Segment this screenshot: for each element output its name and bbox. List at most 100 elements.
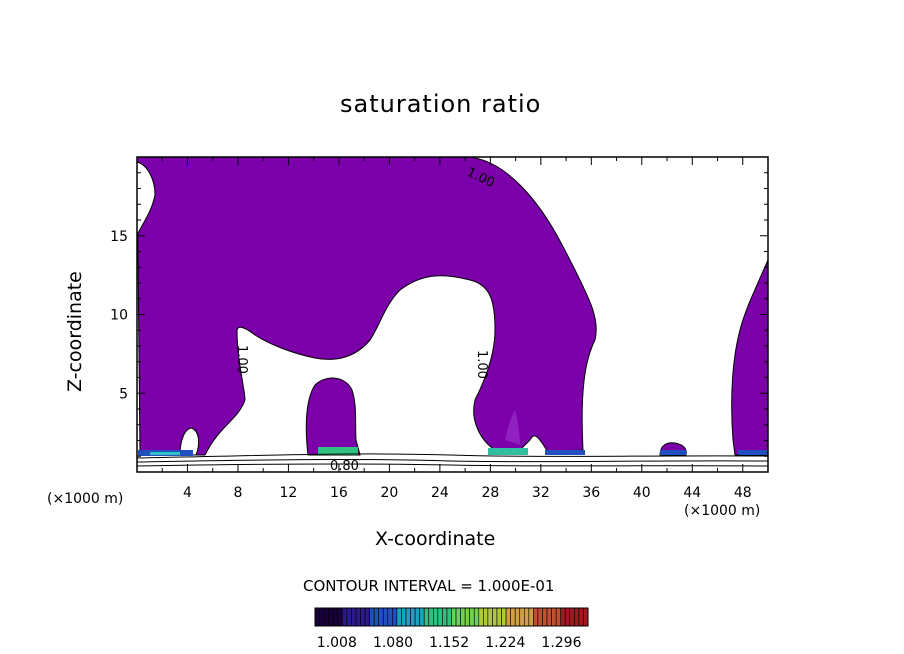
colorbar-cell: [323, 607, 329, 627]
colorbar-cell: [528, 607, 534, 627]
colorbar-cell: [478, 607, 484, 627]
colorbar-cell: [560, 607, 566, 627]
y-tick-label: 15: [110, 229, 128, 245]
colorbar-cell: [569, 607, 575, 627]
colorbar-cell: [382, 607, 389, 627]
colorbar-cell: [496, 607, 502, 627]
x-axis-label: X-coordinate: [375, 528, 496, 550]
low-band-6: [660, 450, 686, 455]
colorbar-cell: [551, 607, 557, 627]
colorbar-cell: [505, 607, 511, 627]
x-tick-label: 48: [734, 485, 752, 501]
saturated-region-right: [731, 259, 769, 456]
x-tick-label: 28: [481, 485, 499, 501]
colorbar-cell: [533, 607, 539, 627]
x-tick-label: 24: [431, 485, 449, 501]
y-axis-label: Z-coordinate: [64, 271, 86, 392]
colorbar-cell: [319, 607, 325, 627]
colorbar-cell: [328, 607, 334, 627]
colorbar-cell: [469, 607, 475, 627]
colorbar-cell: [405, 607, 411, 627]
low-band-4: [488, 448, 528, 455]
colorbar-cell: [437, 607, 443, 627]
colorbar-cell: [464, 607, 470, 627]
x-unit-label-left: (×1000 m): [47, 491, 124, 507]
colorbar-cell: [364, 607, 370, 627]
x-tick-label: 40: [633, 485, 651, 501]
x-tick-label: 32: [532, 485, 550, 501]
colorbar-cell: [410, 607, 416, 627]
x-tick-label: 20: [380, 485, 398, 501]
colorbar: 1.008 1.080 1.152 1.224 1.296: [314, 607, 589, 651]
colorbar-cell: [414, 607, 420, 627]
colorbar-cell: [373, 607, 379, 627]
colorbar-cell: [519, 607, 525, 627]
colorbar-cell: [483, 607, 489, 627]
x-tick-label: 16: [330, 485, 348, 501]
colorbar-cell: [455, 607, 461, 627]
colorbar-cell: [337, 607, 343, 627]
contour-label-mid: 1.00: [474, 350, 489, 379]
colorbar-cell: [542, 607, 548, 627]
contour-interval-label: CONTOUR INTERVAL = 1.000E-01: [303, 577, 555, 595]
x-unit-label-right: (×1000 m): [684, 503, 761, 519]
x-tick-label: 12: [280, 485, 298, 501]
colorbar-cell: [432, 607, 439, 627]
contour-label-surface: 0.80: [330, 459, 359, 474]
saturated-cell-middle: [305, 377, 361, 456]
colorbar-cell: [351, 607, 357, 627]
colorbar-tick-label: 1.080: [373, 635, 413, 651]
colorbar-cell: [332, 607, 339, 627]
colorbar-frame: [314, 607, 589, 627]
colorbar-cell: [510, 607, 516, 627]
x-tick-label: 36: [582, 485, 600, 501]
low-band-7: [738, 450, 768, 455]
low-band-5: [545, 450, 585, 455]
x-tick-label: 8: [233, 485, 242, 501]
x-tick-label: 44: [683, 485, 701, 501]
colorbar-cell: [537, 607, 543, 627]
colorbar-cell: [378, 607, 384, 627]
colorbar-cell: [341, 607, 348, 627]
low-band-2: [150, 452, 180, 455]
colorbar-cell: [355, 607, 361, 627]
colorbar-cell: [369, 607, 375, 627]
colorbar-cell: [523, 607, 530, 627]
colorbar-cell: [487, 607, 493, 627]
colorbar-cell: [419, 607, 425, 627]
colorbar-cell: [360, 607, 366, 627]
colorbar-cell: [446, 607, 452, 627]
chart-title: saturation ratio: [340, 90, 542, 118]
surface-contour-3: [136, 463, 769, 467]
colorbar-cell: [396, 607, 402, 627]
colorbar-tick-label: 1.224: [485, 635, 525, 651]
colorbar-cell: [546, 607, 552, 627]
colorbar-tick-label: 1.008: [317, 635, 357, 651]
y-tick-label: 10: [110, 308, 128, 324]
colorbar-cell: [387, 607, 393, 627]
colorbar-cell: [501, 607, 507, 627]
colorbar-cell: [583, 607, 589, 627]
colorbar-cell: [392, 607, 398, 627]
colorbar-cell: [423, 607, 430, 627]
contour-label-left: 1.00: [234, 345, 249, 374]
colorbar-cell: [460, 607, 466, 627]
colorbar-cell: [492, 607, 498, 627]
colorbar-cell: [578, 607, 584, 627]
clear-notch: [179, 427, 200, 456]
colorbar-cell: [574, 607, 580, 627]
colorbar-cell: [346, 607, 352, 627]
colorbar-cell: [555, 607, 562, 627]
colorbar-cell: [442, 607, 448, 627]
surface-contour-1: [136, 453, 769, 459]
colorbar-cell: [428, 607, 434, 627]
colorbar-cell: [473, 607, 480, 627]
colorbar-cell: [314, 607, 320, 627]
colorbar-tick-label: 1.296: [541, 635, 581, 651]
colorbar-tick-label: 1.152: [429, 635, 469, 651]
clear-region-top-left: [136, 161, 156, 236]
plume-detail: [505, 410, 520, 445]
